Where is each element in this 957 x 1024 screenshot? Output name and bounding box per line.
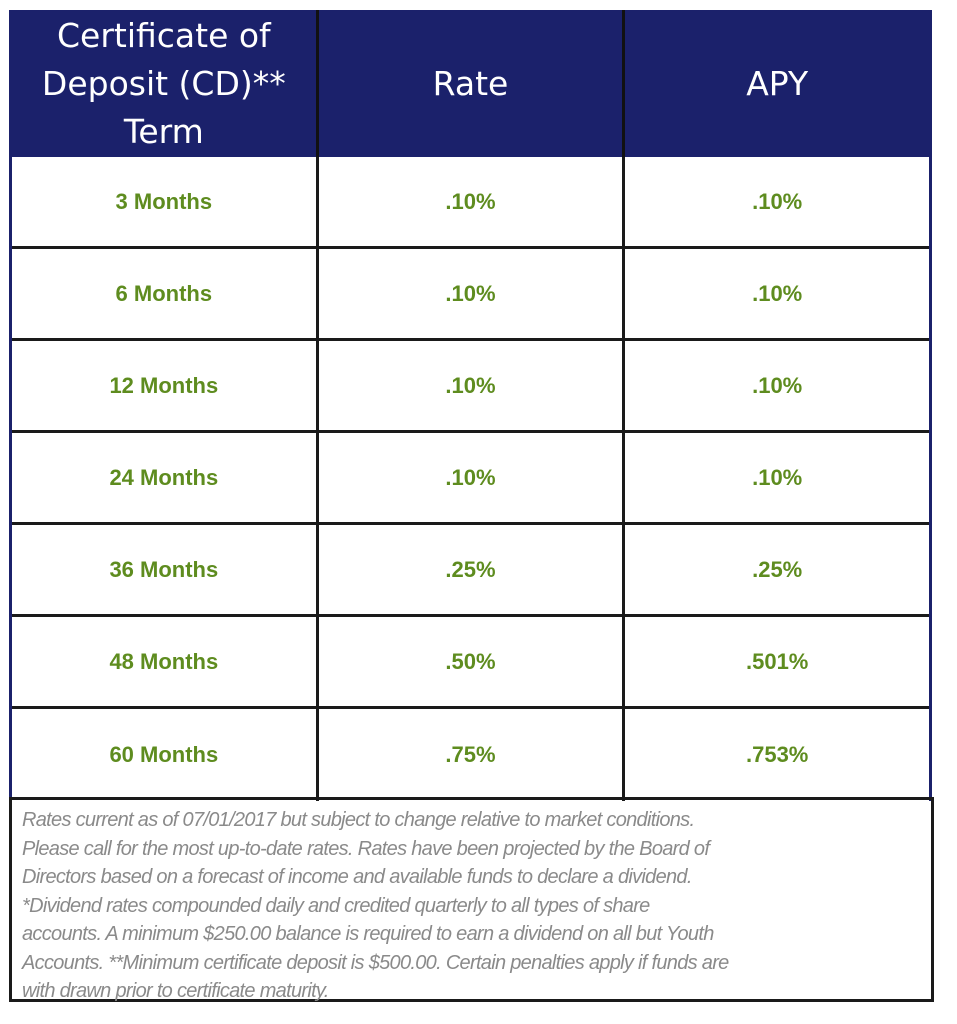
table-row: 36 Months .25% .25% <box>12 525 929 617</box>
header-rate: Rate <box>319 10 626 157</box>
cell-term: 36 Months <box>12 525 319 614</box>
cell-term: 6 Months <box>12 249 319 338</box>
cd-rates-table: Certificate of Deposit (CD)** Term Rate AP… <box>9 10 932 801</box>
cell-apy: .10% <box>752 188 803 214</box>
cell-rate: .25% <box>319 525 626 614</box>
table-body: 3 Months .10% .10% 6 Months .10% .10% 12 Month… <box>12 157 929 801</box>
cell-apy: .10% <box>752 372 803 398</box>
footnote: Rates current as of 07/01/2017 but subje… <box>9 797 934 1002</box>
table-row: 24 Months .10% .10% <box>12 433 929 525</box>
cell-apy: .25% <box>752 556 803 582</box>
table-row: 48 Months .50% .501% <box>12 617 929 709</box>
cell-rate: .10% <box>319 157 626 246</box>
cell-term: 48 Months <box>12 617 319 706</box>
header-term: Certificate of Deposit (CD)** Term <box>12 10 319 157</box>
cell-apy: .10% <box>752 464 803 490</box>
footnote-line: Please call for the most up-to-date rate… <box>22 837 710 860</box>
cell-apy: .753% <box>745 742 809 767</box>
table-row: 6 Months .10% .10% <box>12 249 929 341</box>
cell-rate: .10% <box>319 341 626 430</box>
header-apy: APY <box>746 63 809 103</box>
footnote-line: Rates current as of 07/01/2017 but subje… <box>22 809 695 831</box>
table-row: 12 Months .10% .10% <box>12 341 929 433</box>
table-header: Certificate of Deposit (CD)** Term Rate AP… <box>12 10 929 157</box>
footnote-line: Accounts. **Minimum certificate deposit … <box>22 951 729 974</box>
footnote-line: with drawn prior to certificate maturity… <box>22 980 329 1002</box>
table-row: 3 Months .10% .10% <box>12 157 929 249</box>
cell-rate: .10% <box>319 433 626 522</box>
footnote-line: accounts. A minimum $250.00 balance is r… <box>22 923 714 945</box>
cell-rate: .10% <box>319 249 626 338</box>
footnote-line: *Dividend rates compounded daily and cre… <box>22 894 650 917</box>
cell-rate: .50% <box>319 617 626 706</box>
cell-term: 24 Months <box>12 433 319 522</box>
cell-rate: .75% <box>319 709 626 801</box>
header-term-label: Certificate of Deposit (CD)** Term <box>41 15 286 151</box>
footnote-line: Directors based on a forecast of income … <box>22 866 692 888</box>
cell-term: 3 Months <box>12 157 319 246</box>
cell-apy: .10% <box>752 280 803 306</box>
cell-term: 60 Months <box>12 709 319 801</box>
cell-term: 12 Months <box>12 341 319 430</box>
cell-apy: .501% <box>745 648 809 674</box>
table-row: 60 Months .75% .753% <box>12 709 929 801</box>
